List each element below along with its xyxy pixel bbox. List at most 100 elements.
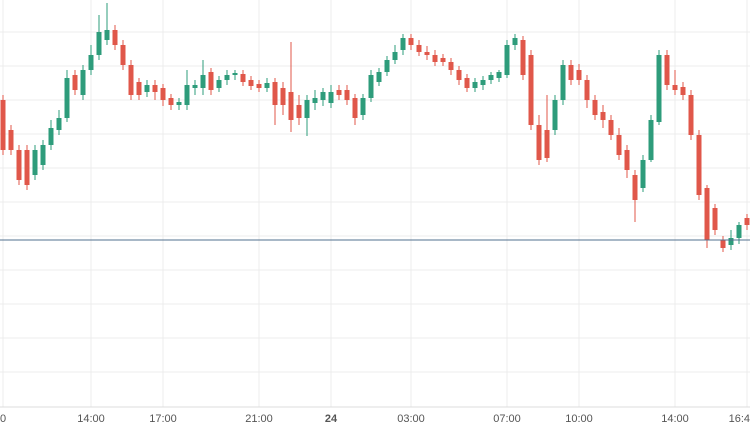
candle-body	[424, 52, 430, 55]
candle-body	[600, 112, 606, 120]
candle-body	[72, 75, 78, 90]
candle-body	[264, 83, 270, 88]
candle-body	[160, 88, 166, 100]
candle-body	[128, 65, 134, 95]
candle-body	[560, 65, 566, 100]
candle-body	[216, 80, 222, 88]
candle-body	[648, 120, 654, 160]
candle-body	[312, 98, 318, 103]
candle-body	[552, 100, 558, 130]
candle-body	[440, 58, 446, 62]
candle-body	[592, 100, 598, 115]
x-tick-label: 16:4	[729, 413, 750, 425]
x-tick-label: 03:00	[397, 413, 425, 425]
candle-body	[608, 120, 614, 135]
candle-body	[168, 98, 174, 105]
x-tick-label: 24	[325, 413, 338, 425]
candle-body	[408, 38, 414, 45]
x-tick-label: 17:00	[149, 413, 177, 425]
candle-body	[56, 118, 62, 130]
candle-body	[152, 85, 158, 92]
candle-body	[456, 70, 462, 80]
candle-body	[672, 85, 678, 90]
candle-body	[16, 150, 22, 180]
x-tick-label: 07:00	[493, 413, 521, 425]
candle-body	[368, 75, 374, 98]
candle-body	[112, 30, 118, 45]
candle-body	[80, 70, 86, 95]
x-tick-label: 10:00	[565, 413, 593, 425]
candles	[0, 3, 750, 252]
candle-body	[400, 38, 406, 50]
candle-body	[712, 208, 718, 230]
candle-body	[544, 130, 550, 158]
candle-body	[616, 135, 622, 155]
candle-body	[536, 125, 542, 160]
candle-body	[448, 62, 454, 70]
candle-body	[576, 70, 582, 80]
candle-body	[656, 55, 662, 122]
candle-body	[696, 135, 702, 195]
candle-body	[480, 80, 486, 85]
candle-body	[472, 82, 478, 88]
candle-body	[384, 60, 390, 72]
candle-body	[280, 88, 286, 105]
x-tick-label: 14:00	[661, 413, 689, 425]
candle-body	[488, 75, 494, 80]
candle-body	[240, 74, 246, 82]
grid	[0, 0, 750, 407]
candle-body	[416, 45, 422, 52]
candle-body	[464, 78, 470, 88]
candle-body	[40, 145, 46, 165]
candle-body	[232, 73, 238, 75]
candle-body	[704, 188, 710, 240]
candle-body	[8, 130, 14, 150]
candle-body	[144, 85, 150, 92]
candle-body	[176, 102, 182, 105]
candle-body	[520, 40, 526, 75]
x-tick-label: 14:00	[77, 413, 105, 425]
candle-body	[24, 150, 30, 185]
candle-body	[248, 80, 254, 86]
x-tick-label: 21:00	[245, 413, 273, 425]
candle-body	[432, 55, 438, 62]
candle-body	[632, 175, 638, 200]
candle-body	[728, 238, 734, 245]
candle-body	[376, 72, 382, 82]
candle-body	[136, 82, 142, 95]
candle-body	[104, 30, 110, 40]
candle-body	[272, 82, 278, 105]
candle-body	[512, 38, 518, 45]
candle-body	[224, 75, 230, 80]
candle-body	[200, 75, 206, 88]
candle-body	[304, 100, 310, 118]
candle-body	[584, 80, 590, 100]
candle-body	[288, 92, 294, 120]
candle-body	[96, 32, 102, 55]
candle-body	[720, 240, 726, 248]
candle-body	[64, 78, 70, 118]
candle-body	[568, 65, 574, 80]
candle-body	[392, 52, 398, 60]
candle-body	[352, 98, 358, 118]
candle-body	[736, 225, 742, 238]
candle-body	[504, 45, 510, 75]
candle-body	[688, 95, 694, 135]
candle-body	[184, 85, 190, 105]
candle-body	[48, 128, 54, 145]
candle-body	[120, 45, 126, 65]
candle-body	[680, 87, 686, 95]
candle-body	[192, 85, 198, 88]
candle-body	[88, 55, 94, 70]
candle-body	[328, 92, 334, 103]
candle-body	[0, 100, 6, 150]
candle-body	[336, 90, 342, 95]
candle-body	[664, 55, 670, 85]
candle-body	[496, 72, 502, 78]
candle-body	[320, 92, 326, 100]
candle-body	[528, 55, 534, 125]
candle-body	[624, 150, 630, 170]
candle-body	[208, 72, 214, 90]
candle-body	[344, 90, 350, 100]
